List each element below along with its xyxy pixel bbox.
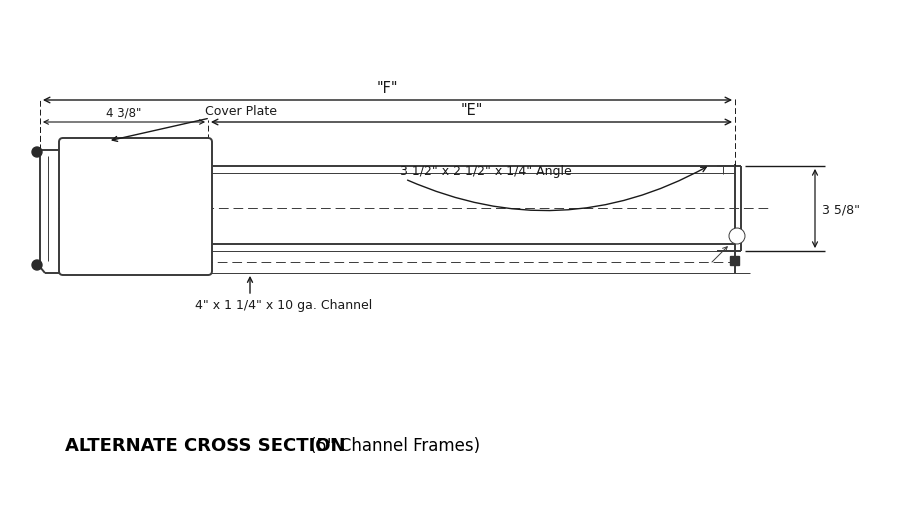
Bar — [729, 257, 738, 266]
Text: 3 5/8": 3 5/8" — [821, 203, 859, 216]
Text: "F": "F" — [377, 81, 398, 96]
Text: 4" x 1 1/4" x 10 ga. Channel: 4" x 1 1/4" x 10 ga. Channel — [195, 298, 372, 312]
Text: 3 1/2" x 2 1/2" x 1/4" Angle: 3 1/2" x 2 1/2" x 1/4" Angle — [400, 165, 571, 178]
FancyArrowPatch shape — [407, 168, 706, 211]
Text: Cover Plate: Cover Plate — [205, 105, 277, 118]
Circle shape — [728, 229, 744, 244]
Circle shape — [32, 147, 42, 158]
Text: 4 3/8": 4 3/8" — [107, 106, 142, 119]
Text: ALTERNATE CROSS SECTION: ALTERNATE CROSS SECTION — [65, 436, 346, 454]
Circle shape — [32, 261, 42, 271]
Text: (5" Channel Frames): (5" Channel Frames) — [310, 436, 480, 454]
Text: "E": "E" — [460, 103, 482, 118]
FancyBboxPatch shape — [59, 139, 211, 275]
